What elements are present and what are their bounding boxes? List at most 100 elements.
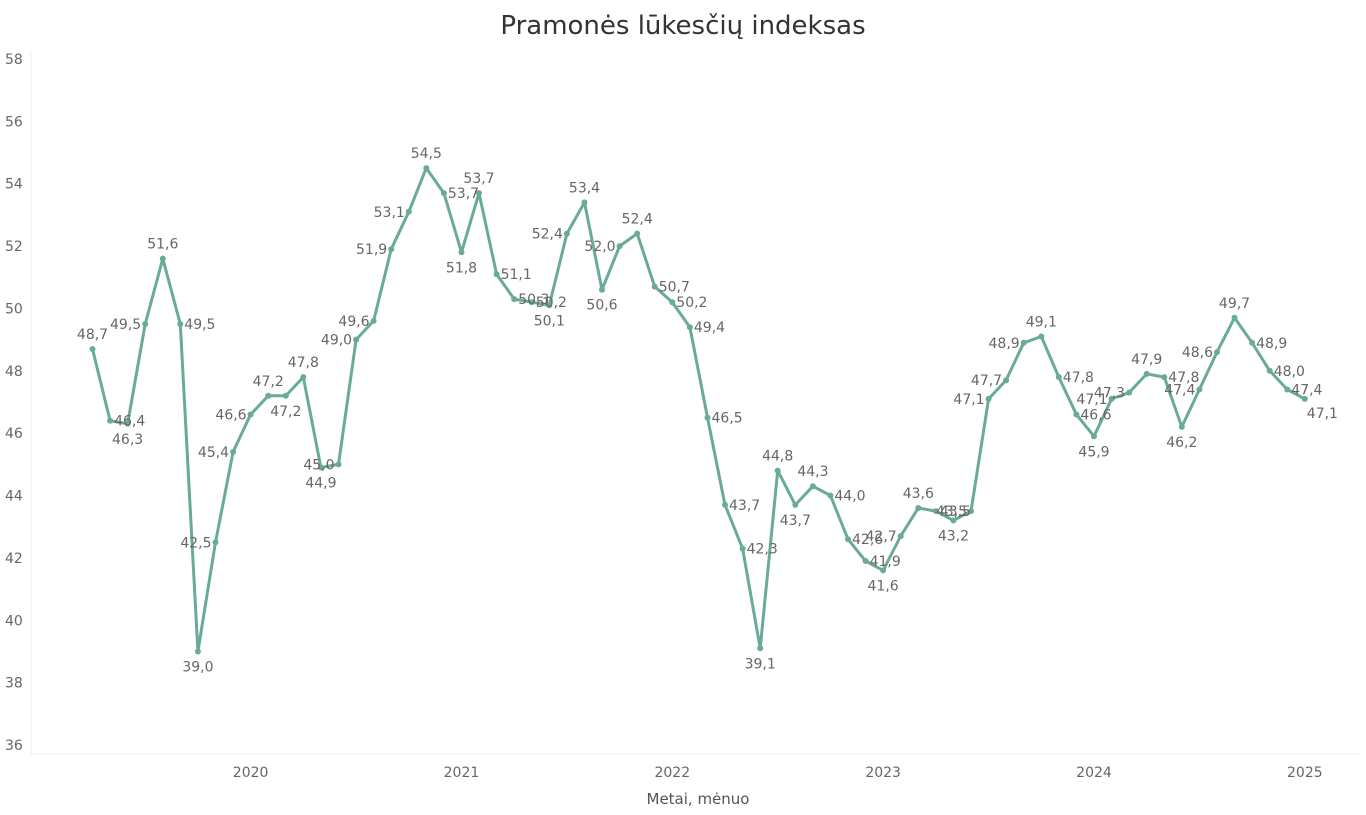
y-tick-label: 38 (5, 676, 23, 692)
data-point (1038, 333, 1045, 340)
data-label: 46,6 (1080, 408, 1111, 424)
data-point (581, 199, 588, 206)
data-label: 43,2 (938, 529, 969, 545)
data-label: 48,7 (77, 327, 108, 343)
data-label: 39,1 (745, 656, 776, 672)
data-point (1055, 374, 1062, 381)
data-label: 47,1 (1307, 406, 1338, 422)
data-label: 47,7 (971, 373, 1002, 389)
data-label: 48,9 (989, 336, 1020, 352)
data-label: 46,6 (215, 408, 246, 424)
data-label: 45,9 (1078, 444, 1109, 460)
data-point (1108, 395, 1115, 402)
data-point (159, 255, 166, 262)
data-point (616, 243, 623, 250)
data-label: 53,7 (448, 186, 479, 202)
data-point (686, 324, 693, 331)
data-point (669, 299, 676, 306)
y-tick-label: 40 (5, 613, 23, 629)
data-point (704, 414, 711, 421)
data-label: 41,9 (870, 554, 901, 570)
data-point (511, 296, 518, 303)
y-tick-label: 42 (5, 551, 23, 567)
data-point (809, 483, 816, 490)
data-point (634, 230, 641, 237)
data-point (230, 448, 237, 455)
data-point (212, 539, 219, 546)
data-point (1143, 370, 1150, 377)
data-label: 45,0 (303, 457, 334, 473)
data-point (915, 505, 922, 511)
data-point (317, 464, 324, 471)
x-tick-label: 2022 (654, 765, 690, 781)
y-tick-label: 52 (5, 239, 23, 255)
data-label: 49,0 (321, 333, 352, 349)
data-label: 44,8 (762, 449, 793, 465)
data-point (985, 395, 992, 402)
data-point (107, 417, 114, 424)
data-label: 51,8 (446, 260, 477, 276)
data-label: 44,3 (797, 464, 828, 480)
data-point (862, 558, 869, 564)
data-point (599, 286, 605, 293)
data-point (335, 461, 342, 468)
data-label: 42,5 (180, 535, 211, 551)
x-axis-ticks: 2020 2021 2022 2023 2024 2025 (233, 765, 1323, 781)
data-label: 47,1 (953, 392, 984, 408)
data-label: 42,3 (747, 542, 778, 558)
data-point (282, 392, 289, 399)
data-label: 49,1 (1026, 315, 1057, 331)
data-label: 49,7 (1219, 296, 1250, 312)
data-label: 50,6 (586, 298, 617, 314)
y-tick-label: 36 (5, 738, 23, 754)
x-tick-label: 2025 (1287, 765, 1323, 781)
data-label: 47,2 (253, 374, 284, 390)
data-label: 49,5 (184, 317, 215, 333)
data-label: 52,4 (622, 212, 653, 228)
data-point (1214, 349, 1220, 356)
data-point (1161, 374, 1168, 381)
data-point (722, 501, 728, 508)
data-label: 48,6 (1182, 345, 1213, 361)
data-label: 47,4 (1164, 383, 1195, 399)
data-point (1126, 389, 1133, 396)
data-label: 50,2 (536, 295, 567, 311)
data-point (880, 567, 887, 574)
data-label: 47,4 (1291, 383, 1322, 399)
y-tick-label: 46 (5, 426, 23, 442)
data-point (476, 190, 482, 197)
data-label: 43,7 (729, 498, 760, 514)
data-point (845, 536, 851, 543)
data-label: 53,4 (569, 180, 600, 196)
data-label: 47,2 (270, 404, 301, 420)
data-point (546, 302, 553, 309)
data-point (458, 249, 465, 256)
data-point (353, 336, 360, 343)
data-point (247, 411, 254, 418)
data-label: 49,6 (338, 314, 369, 330)
data-label: 52,0 (584, 239, 615, 255)
x-axis-label: Metai, mėnuo (647, 790, 750, 808)
data-label: 53,1 (374, 205, 405, 221)
x-tick-label: 2023 (865, 765, 901, 781)
data-point (528, 299, 535, 306)
data-label: 49,4 (694, 320, 725, 336)
data-label: 47,9 (1131, 352, 1162, 368)
data-label: 51,1 (501, 267, 532, 283)
data-point (792, 501, 799, 508)
data-point (1073, 411, 1080, 418)
data-label: 50,3 (518, 292, 549, 308)
data-point (265, 392, 272, 399)
data-point (897, 533, 904, 540)
data-label: 44,9 (305, 476, 336, 492)
data-label: 50,1 (534, 313, 565, 329)
y-tick-label: 44 (5, 489, 23, 505)
data-label: 39,0 (182, 660, 213, 676)
data-label: 51,6 (147, 237, 178, 253)
data-point (1020, 339, 1027, 346)
data-point (388, 246, 395, 253)
data-point (739, 545, 746, 552)
data-point (370, 317, 377, 324)
y-tick-label: 48 (5, 364, 23, 380)
data-label: 46,3 (112, 432, 143, 448)
